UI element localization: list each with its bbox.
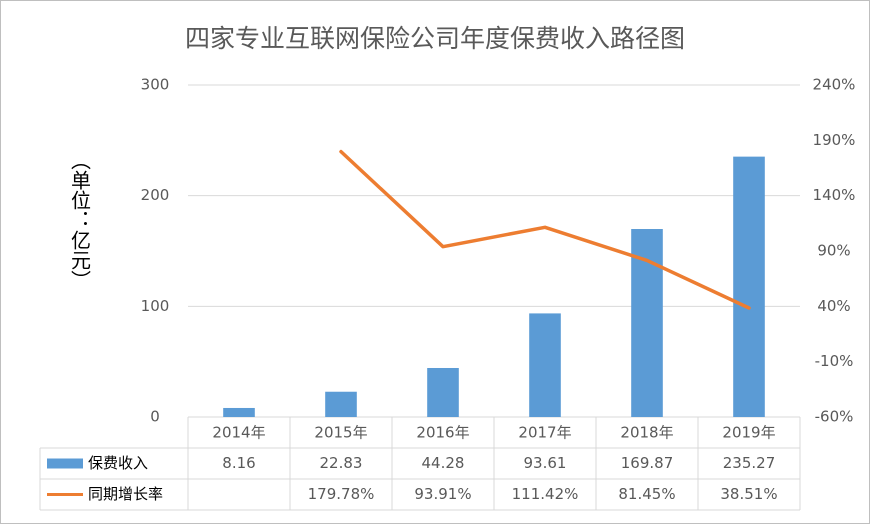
y2-tick-label: -10% xyxy=(815,352,854,370)
y-tick-label: 300 xyxy=(141,76,170,94)
x-tick-label: 2016年 xyxy=(416,424,469,442)
y-axis-label: （单位：亿元） xyxy=(68,150,92,290)
table-value: 81.45% xyxy=(618,485,675,503)
table-value: 8.16 xyxy=(222,454,255,472)
y2-tick-label: 90% xyxy=(817,242,850,260)
y2-tick-label: 190% xyxy=(813,131,856,149)
bar xyxy=(733,156,765,418)
bar xyxy=(529,313,561,417)
table-value: 235.27 xyxy=(723,454,776,472)
line-series xyxy=(339,149,751,310)
table-value: 179.78% xyxy=(308,485,375,503)
x-tick-label: 2014年 xyxy=(212,424,265,442)
y-tick-label: 100 xyxy=(141,297,170,315)
table-value: 22.83 xyxy=(320,454,363,472)
x-tick-label: 2019年 xyxy=(722,424,775,442)
y2-tick-label: 240% xyxy=(813,76,856,94)
legend-key xyxy=(47,458,83,469)
x-tick-label: 2018年 xyxy=(620,424,673,442)
legend-label: 同期增长率 xyxy=(88,485,163,503)
x-tick-label: 2015年 xyxy=(314,424,367,442)
y-tick-label: 200 xyxy=(141,186,170,204)
y2-tick-label: 140% xyxy=(813,186,856,204)
y2-tick-label: 40% xyxy=(817,297,850,315)
bar xyxy=(223,407,255,417)
table-value: 93.91% xyxy=(414,485,471,503)
table-value: 38.51% xyxy=(720,485,777,503)
y-tick-label: 0 xyxy=(150,408,160,426)
table-value: 44.28 xyxy=(422,454,465,472)
bar xyxy=(325,391,357,417)
y2-tick-label: -60% xyxy=(815,408,854,426)
legend-label: 保费收入 xyxy=(88,454,148,472)
bar xyxy=(427,367,459,417)
table-value: 169.87 xyxy=(621,454,674,472)
table-value: 93.61 xyxy=(524,454,567,472)
chart-title: 四家专业互联网保险公司年度保费收入路径图 xyxy=(185,24,685,53)
table-value: 111.42% xyxy=(512,485,579,503)
x-tick-label: 2017年 xyxy=(518,424,571,442)
